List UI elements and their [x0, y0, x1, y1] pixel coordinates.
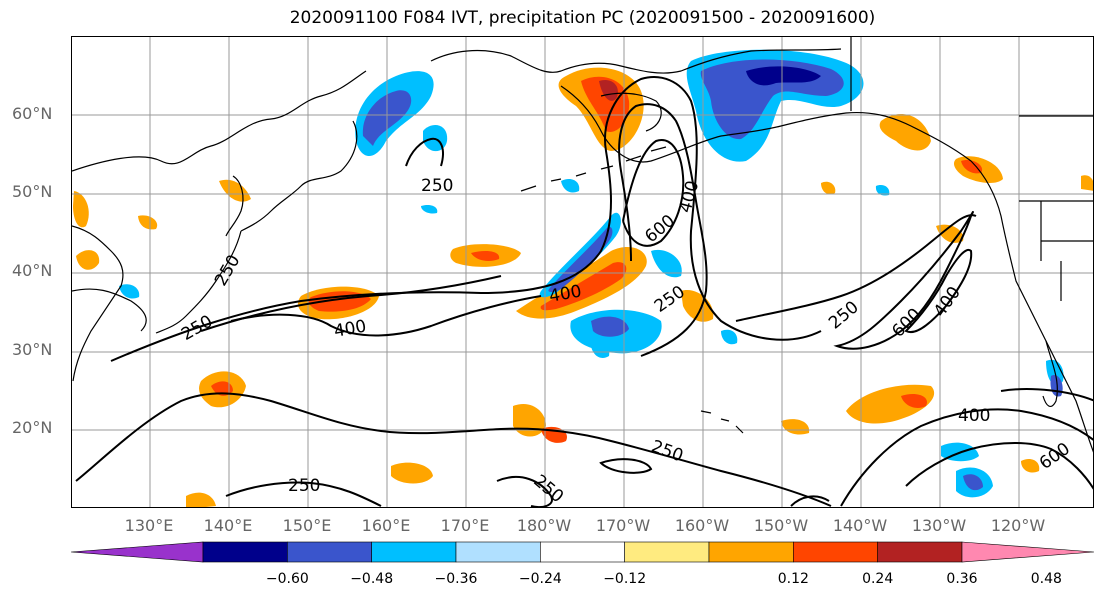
- colorbar-cell: [877, 541, 963, 563]
- map-panel: 250 250 250 250 250 250 250 250 400 400 …: [71, 36, 1094, 508]
- colorbar-cell: [708, 541, 794, 563]
- ivt-contours: [75, 76, 1093, 507]
- lon-label-160w: 160°W: [674, 516, 730, 535]
- lon-label-130w: 130°W: [911, 516, 967, 535]
- contour-label-250: 250: [825, 297, 863, 333]
- lon-label-140w: 140°W: [832, 516, 888, 535]
- lon-label-160e: 160°E: [361, 516, 411, 535]
- colorbar-tick-label: −0.24: [518, 571, 562, 587]
- lat-label-60n: 60°N: [12, 104, 53, 123]
- map-title: 2020091100 F084 IVT, precipitation PC (2…: [289, 8, 876, 28]
- lon-label-140e: 140°E: [203, 516, 253, 535]
- colorbar-cell: [624, 541, 710, 563]
- lat-label-40n: 40°N: [12, 261, 53, 280]
- contour-label-400: 400: [930, 283, 965, 321]
- lon-label-170w: 170°W: [595, 516, 651, 535]
- contour-label-600: 600: [1036, 439, 1074, 474]
- contour-label-250: 250: [288, 476, 320, 496]
- colorbar-cell: [202, 541, 288, 563]
- map-canvas: 250 250 250 250 250 250 250 250 400 400 …: [72, 37, 1093, 507]
- lon-label-180w: 180°W: [516, 516, 572, 535]
- colorbar-cell: [793, 541, 878, 563]
- lon-label-130e: 130°E: [124, 516, 174, 535]
- lon-label-150e: 150°E: [282, 516, 332, 535]
- contour-label-250: 250: [648, 436, 685, 466]
- lat-label-20n: 20°N: [12, 418, 53, 437]
- colorbar-tick-label: 0.36: [946, 571, 978, 587]
- colorbar-cell: [455, 541, 541, 563]
- coastlines: [72, 37, 1093, 453]
- colorbar-extend-low: [70, 541, 204, 563]
- gridlines: [72, 37, 1093, 507]
- contour-label-600: 600: [641, 211, 679, 247]
- colorbar-tick-label: 0.12: [777, 571, 809, 587]
- lon-label-120w: 120°W: [990, 516, 1046, 535]
- colorbar-tick-label: 0.24: [862, 571, 894, 587]
- colorbar-cell: [287, 541, 372, 563]
- colorbar-cell: [540, 541, 625, 563]
- colorbar-tick-label: 0.48: [1030, 571, 1062, 587]
- colorbar-extend-high: [961, 541, 1095, 563]
- contour-label-400: 400: [958, 406, 990, 426]
- contour-label-400: 400: [676, 179, 704, 216]
- lon-label-150w: 150°W: [753, 516, 809, 535]
- lon-label-170e: 170°E: [440, 516, 490, 535]
- colorbar-cell: [371, 541, 457, 563]
- colorbar: [70, 541, 1095, 563]
- lat-label-30n: 30°N: [12, 340, 53, 359]
- colorbar-tick-label: −0.48: [350, 571, 394, 587]
- contour-label-250: 250: [178, 311, 216, 345]
- contour-label-250: 250: [651, 282, 689, 317]
- lat-label-50n: 50°N: [12, 182, 53, 201]
- precip-shading: [73, 49, 1093, 507]
- colorbar-tick-label: −0.36: [434, 571, 478, 587]
- colorbar-tick-label: −0.12: [603, 571, 647, 587]
- contour-label-400: 400: [333, 316, 368, 341]
- contour-label-250: 250: [530, 471, 568, 507]
- contour-label-250: 250: [211, 252, 245, 290]
- contour-label-250: 250: [421, 176, 453, 196]
- colorbar-tick-label: −0.60: [265, 571, 309, 587]
